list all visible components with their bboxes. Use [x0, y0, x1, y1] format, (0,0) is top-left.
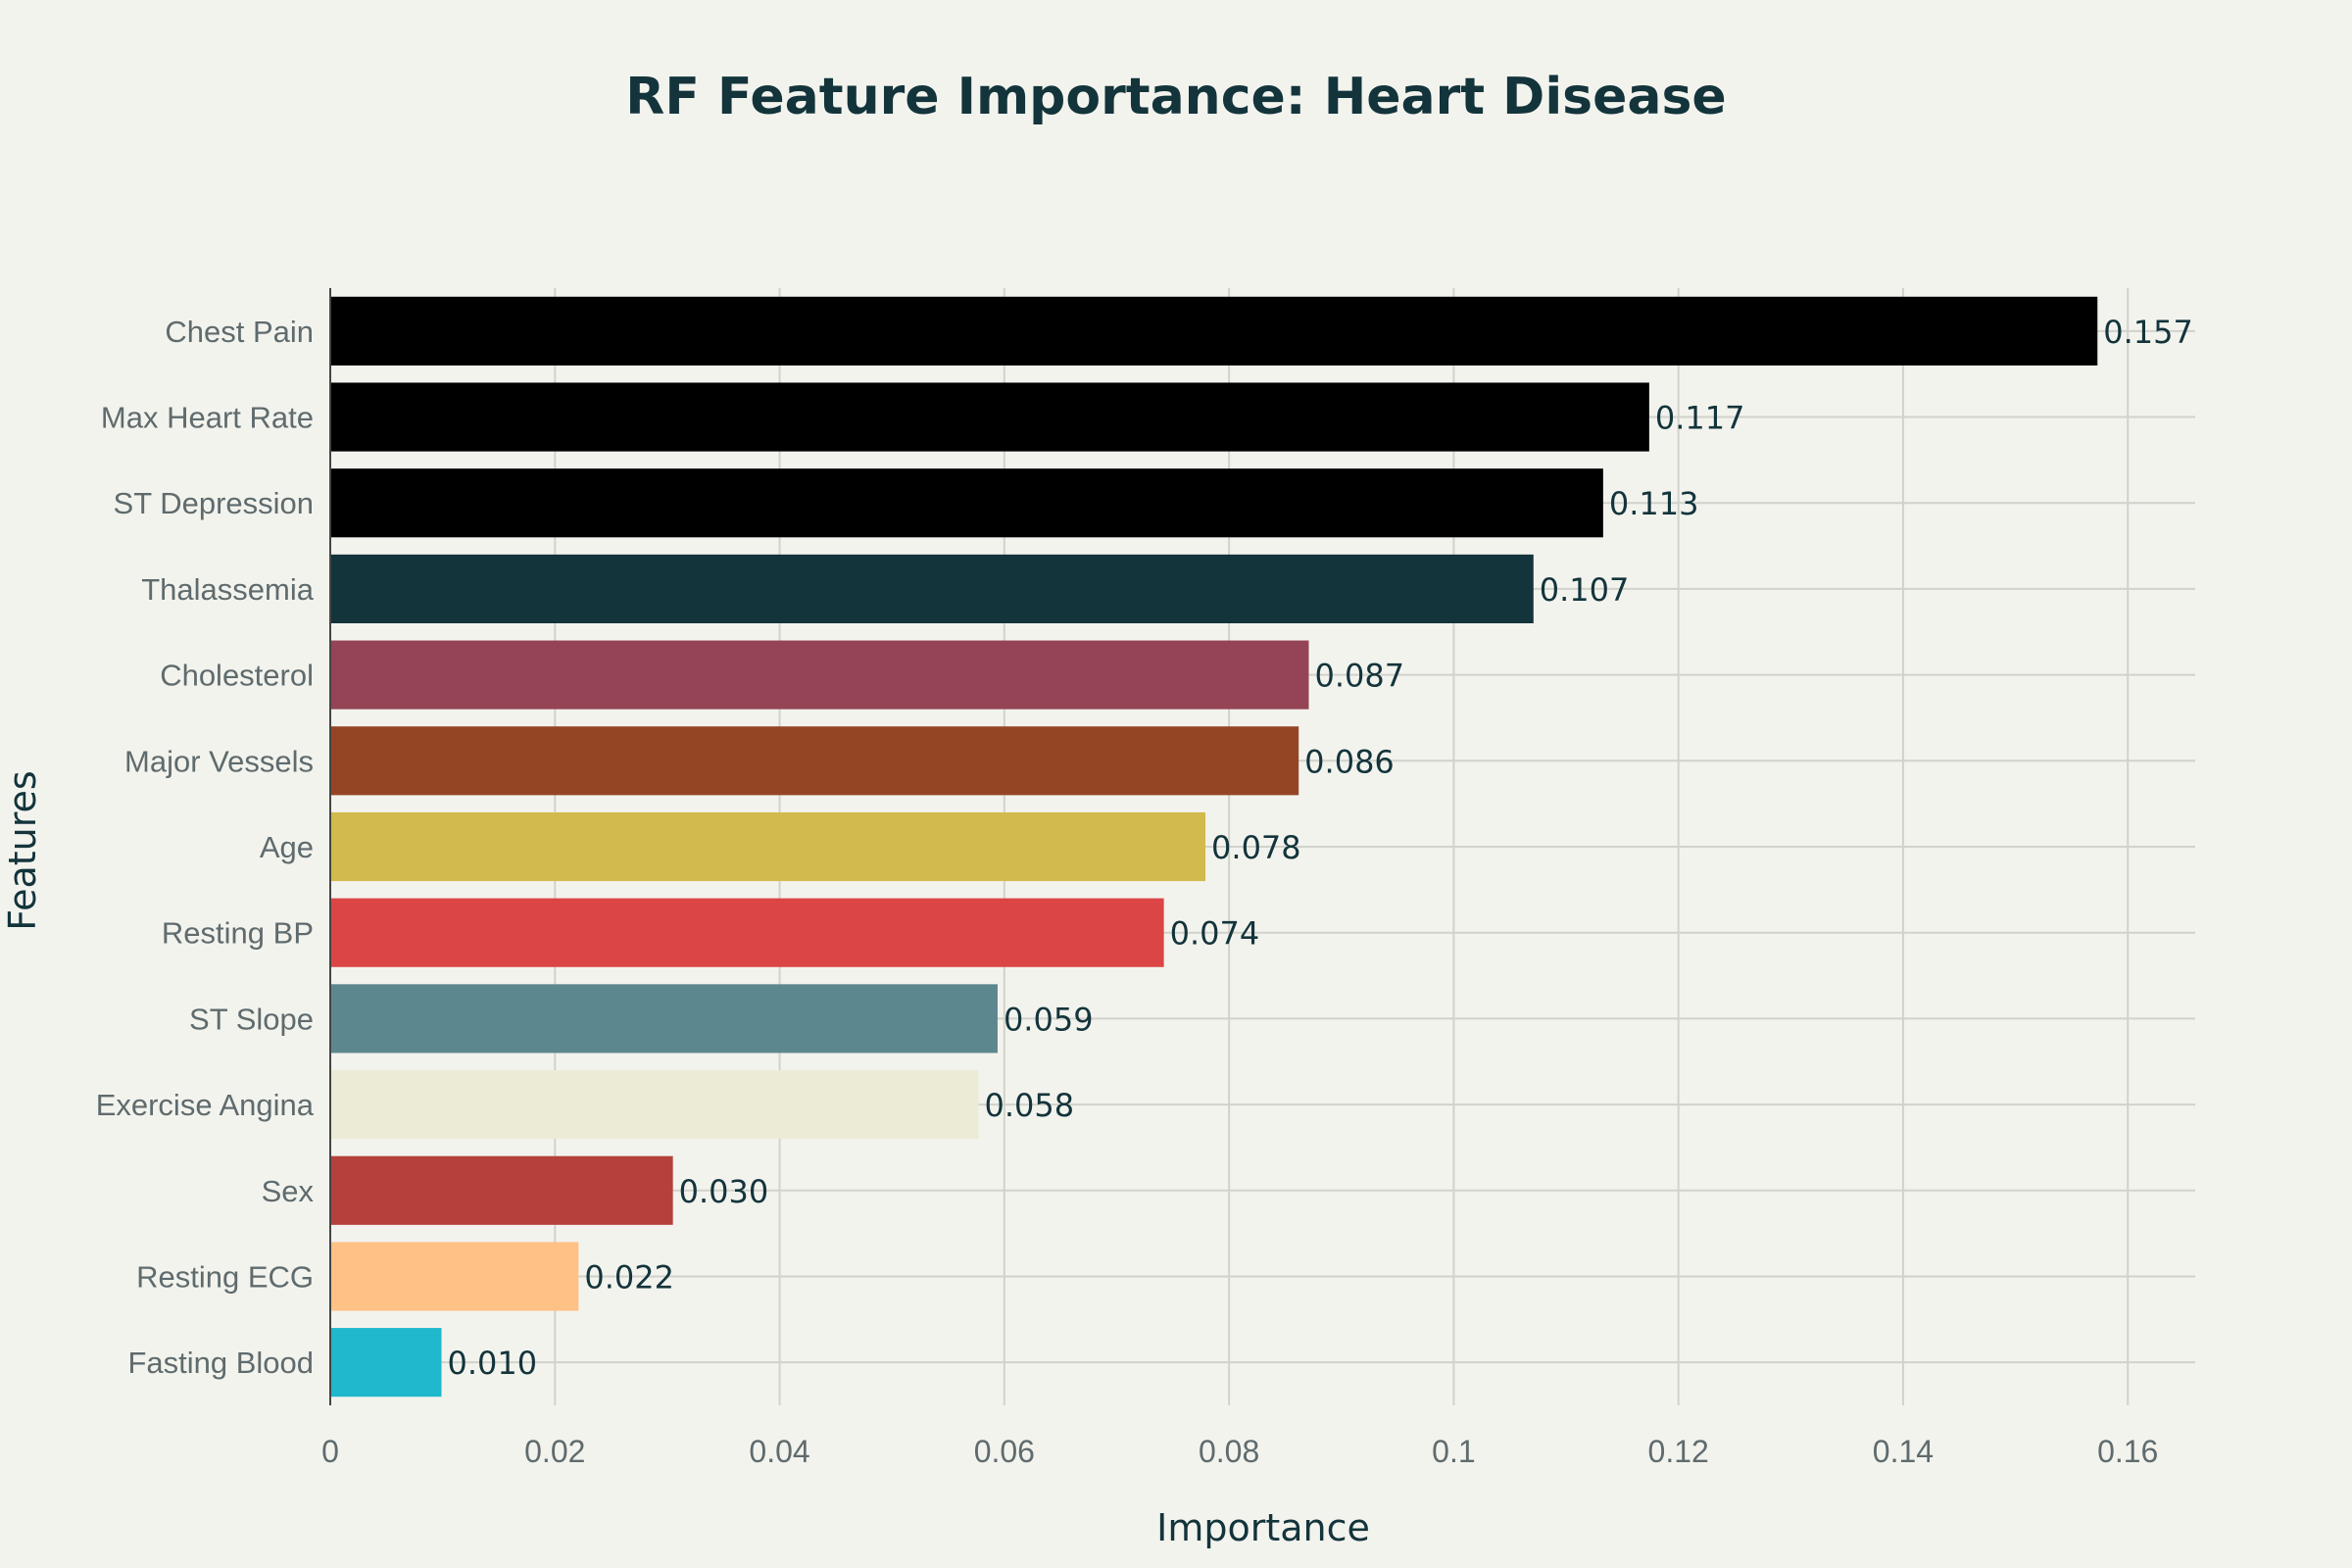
bar-value-label: 0.010 — [447, 1345, 537, 1382]
bar — [330, 898, 1164, 967]
x-tick-label: 0.14 — [1873, 1434, 1934, 1469]
bar-value-label: 0.074 — [1170, 915, 1260, 953]
bar — [330, 811, 1206, 882]
y-tick-label: Chest Pain — [165, 315, 314, 349]
y-tick-label: Age — [260, 830, 314, 864]
bars-layer — [330, 296, 2098, 1397]
x-tick-label: 0 — [321, 1434, 339, 1469]
y-tick-label: ST Slope — [189, 1002, 314, 1036]
y-tick-label: Resting BP — [162, 916, 314, 951]
bar — [330, 640, 1309, 710]
x-tick-label: 0.12 — [1648, 1434, 1709, 1469]
labels-layer: 0.157 0.117 0.113 0.107 0.087 0.086 0.078 0.074… — [447, 314, 2192, 1382]
x-tick-label: 0.16 — [2097, 1434, 2158, 1469]
bar-value-label: 0.022 — [584, 1258, 674, 1296]
bar — [330, 1070, 979, 1140]
bar-value-label: 0.113 — [1609, 485, 1699, 522]
x-tick-label: 0.04 — [749, 1434, 809, 1469]
y-tick-label: Fasting Blood — [127, 1346, 314, 1380]
bar-value-label: 0.058 — [984, 1087, 1074, 1124]
bar — [330, 984, 998, 1054]
bar-value-label: 0.107 — [1540, 571, 1630, 609]
y-tick-label: Max Heart Rate — [101, 401, 314, 435]
bar — [330, 296, 2098, 366]
bar-value-label: 0.059 — [1004, 1001, 1094, 1038]
y-tick-label: Major Vessels — [124, 744, 314, 778]
x-tick-label: 0.08 — [1199, 1434, 1259, 1469]
bar — [330, 554, 1534, 623]
x-tick-label: 0.1 — [1432, 1434, 1475, 1469]
y-tick-label: Cholesterol — [160, 659, 314, 693]
bar — [330, 382, 1649, 452]
bar — [330, 726, 1299, 796]
bar-value-label: 0.030 — [679, 1173, 769, 1210]
bar-value-label: 0.086 — [1304, 743, 1395, 780]
bar-value-label: 0.087 — [1315, 658, 1405, 695]
y-tick-label: ST Depression — [114, 486, 314, 520]
y-tick-labels: Chest Pain Max Heart Rate ST Depression Tha… — [96, 315, 315, 1380]
y-axis-title: Features — [1, 770, 44, 930]
y-tick-label: Exercise Angina — [96, 1088, 315, 1122]
y-tick-label: Resting ECG — [136, 1259, 314, 1294]
x-tick-labels: 0 0.02 0.04 0.06 0.08 0.1 0.12 0.14 0.16 — [321, 1434, 2158, 1469]
bar — [330, 1155, 673, 1225]
bar-value-label: 0.078 — [1211, 829, 1301, 866]
bar — [330, 1328, 442, 1397]
y-tick-label: Thalassemia — [141, 572, 314, 607]
chart-title: RF Feature Importance: Heart Disease — [625, 68, 1726, 126]
bar-value-label: 0.117 — [1655, 400, 1745, 437]
x-tick-label: 0.02 — [524, 1434, 585, 1469]
bar — [330, 1242, 579, 1311]
bar — [330, 468, 1603, 538]
y-tick-label: Sex — [262, 1174, 315, 1208]
x-axis-title: Importance — [1156, 1506, 1370, 1549]
bar-value-label: 0.157 — [2103, 314, 2193, 351]
x-tick-label: 0.06 — [974, 1434, 1035, 1469]
